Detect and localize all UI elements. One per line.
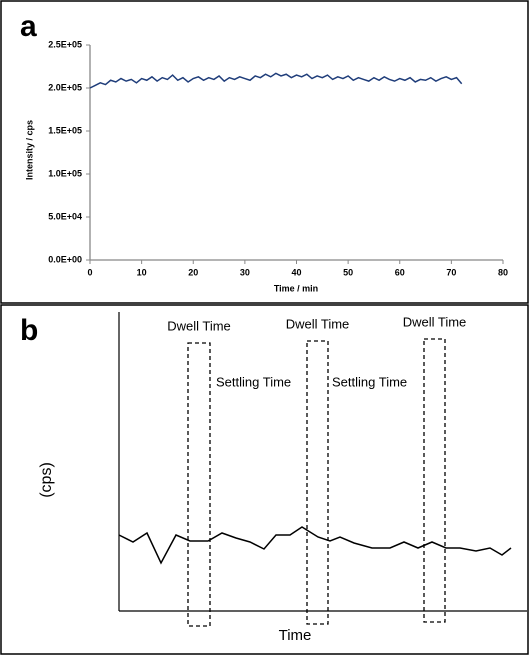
panel-a-frame <box>0 0 529 304</box>
annotation: Settling Time <box>216 374 291 389</box>
x-tick-label: 40 <box>291 267 301 277</box>
y-tick-label: 0.0E+00 <box>48 254 82 264</box>
x-axis-title: Time <box>279 627 312 644</box>
y-tick-label: 2.0E+05 <box>48 82 82 92</box>
data-line <box>89 72 463 89</box>
y-tick-label: 1.0E+05 <box>48 168 82 178</box>
x-tick-label: 60 <box>395 267 405 277</box>
dwell-box <box>187 342 211 627</box>
x-tick-label: 50 <box>343 267 353 277</box>
x-axis-title: Time / min <box>274 283 318 293</box>
annotation: Dwell Time <box>286 316 350 331</box>
y-tick-label: 2.5E+05 <box>48 39 82 49</box>
dwell-box <box>306 340 329 625</box>
x-tick-label: 20 <box>188 267 198 277</box>
x-tick-label: 10 <box>137 267 147 277</box>
annotation: Dwell Time <box>403 314 467 329</box>
y-axis-title: Intensity / cps <box>24 120 34 180</box>
y-tick-label: 1.5E+05 <box>48 125 82 135</box>
annotation: Settling Time <box>332 374 407 389</box>
panel-b-frame <box>0 304 529 655</box>
y-axis-title: (cps) <box>38 462 55 498</box>
dwell-box <box>423 338 446 623</box>
x-tick-label: 80 <box>498 267 508 277</box>
y-tick-label: 5.0E+04 <box>48 211 82 221</box>
x-tick-label: 70 <box>446 267 456 277</box>
panel-label: a <box>20 10 37 43</box>
annotation: Dwell Time <box>167 318 231 333</box>
x-tick-label: 30 <box>240 267 250 277</box>
panel-label: b <box>20 314 38 347</box>
data-line <box>118 526 512 565</box>
x-tick-label: 0 <box>87 267 92 277</box>
